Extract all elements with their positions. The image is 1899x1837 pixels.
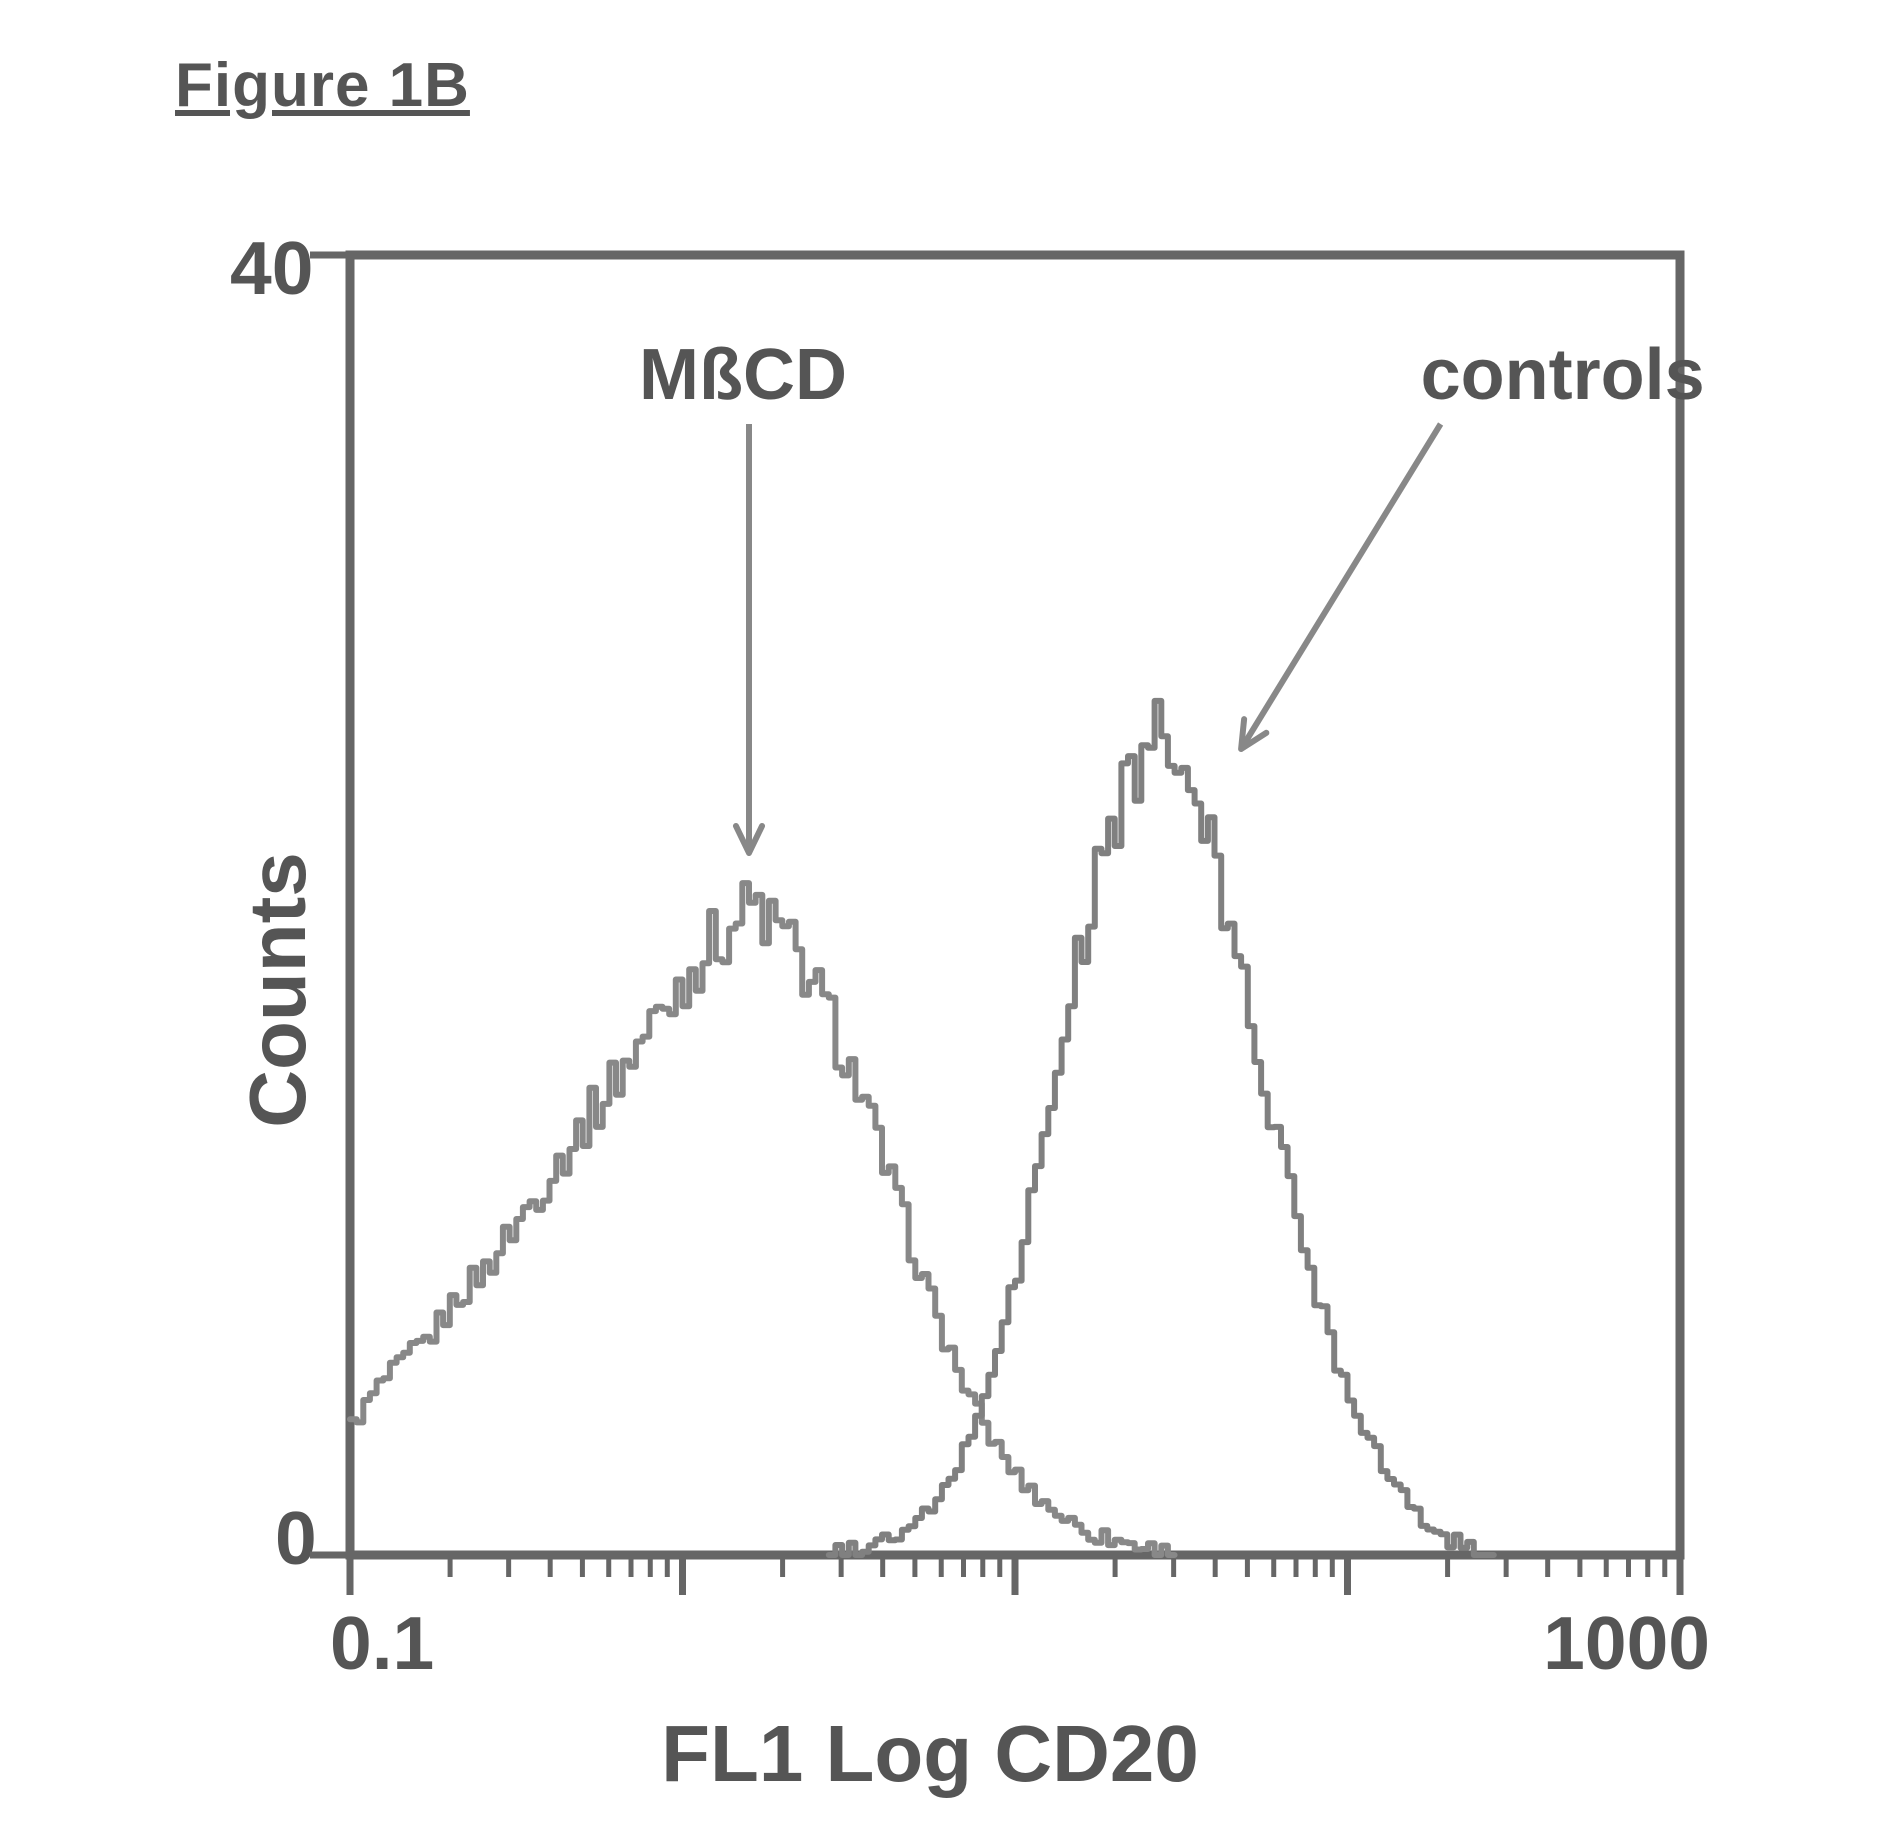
x-min-tick-label: 0.1 xyxy=(330,1600,434,1686)
page: Figure 1B Counts 40 0 MßCD controls 0.1 … xyxy=(0,0,1899,1837)
annotation-controls: controls xyxy=(1421,334,1705,416)
plot-svg xyxy=(350,255,1680,1555)
plot-area: MßCD controls xyxy=(350,255,1680,1555)
y-max-tick-label: 40 xyxy=(230,225,313,311)
x-max-tick-label: 1000 xyxy=(1543,1600,1710,1686)
x-axis-label: FL1 Log CD20 xyxy=(661,1708,1199,1800)
y-axis-label: Counts xyxy=(232,852,324,1128)
annotation-mbcd: MßCD xyxy=(639,334,847,416)
y-min-tick-label: 0 xyxy=(275,1495,317,1581)
chart-container: Counts 40 0 MßCD controls 0.1 1000 FL1 L… xyxy=(140,200,1720,1780)
figure-title: Figure 1B xyxy=(175,50,470,121)
